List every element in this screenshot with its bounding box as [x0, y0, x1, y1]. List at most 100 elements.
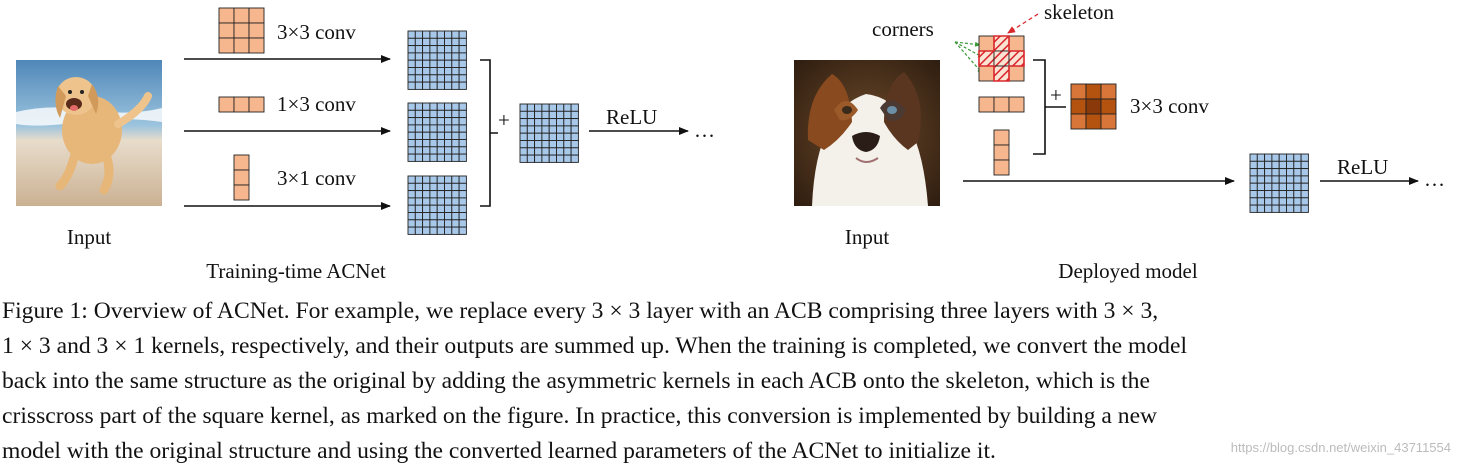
grid-cell: [526, 125, 536, 134]
grid-cell: [1286, 197, 1295, 206]
grid-cell: [1271, 160, 1280, 170]
caption-line: back into the same structure as the orig…: [2, 368, 1150, 394]
grid-cell: [429, 117, 438, 126]
grid-cell: [548, 140, 557, 149]
grid-cell: [978, 35, 995, 52]
grid-cell: [556, 118, 565, 127]
grid-cell: [548, 132, 557, 141]
grid-cell: [1008, 35, 1025, 52]
grid-cell: [1256, 153, 1266, 162]
grid-cell: [1293, 197, 1302, 206]
grid-cell: [563, 103, 572, 112]
grid-cell: [444, 52, 453, 61]
grid-cell: [451, 131, 460, 140]
grid-cell: [422, 153, 431, 162]
grid-cell: [436, 219, 445, 228]
grid-cell: [414, 102, 424, 111]
deployed-sum-brace: [1033, 59, 1066, 155]
grid-cell: [444, 102, 453, 111]
grid-cell: [422, 146, 431, 155]
grid-cell: [556, 103, 565, 112]
grid-cell: [414, 117, 424, 126]
grid-cell: [422, 175, 431, 184]
acnet-overview-figure: Input 3×3 conv 1×3 conv 3×1 conv + ReLU …: [16, 0, 1445, 283]
grid-cell: [458, 30, 467, 39]
grid-cell: [414, 212, 424, 221]
grid-cell: [444, 175, 453, 184]
grid-cell: [978, 96, 995, 113]
grid-cell: [422, 52, 431, 61]
training-ellipsis: …: [694, 118, 715, 142]
grid-cell: [429, 197, 438, 206]
deployed-3x3-kernel-with-skeleton: [978, 35, 1025, 82]
grid-cell: [534, 125, 543, 134]
grid-cell: [451, 175, 460, 184]
grid-cell: [451, 139, 460, 148]
grid-cell: [414, 81, 424, 90]
grid-cell: [429, 131, 438, 140]
grid-cell: [407, 52, 416, 61]
grid-cell: [1249, 197, 1258, 206]
grid-cell: [1300, 197, 1309, 206]
grid-cell: [436, 175, 445, 184]
grid-cell: [458, 153, 467, 162]
grid-cell: [1293, 168, 1302, 177]
grid-cell: [458, 204, 467, 213]
grid-cell: [407, 117, 416, 126]
grid-cell: [429, 59, 438, 68]
skeleton-outline: [978, 35, 1025, 82]
training-feature-map-3x1: [407, 175, 467, 235]
grid-cell: [248, 37, 265, 54]
grid-cell: [1293, 190, 1302, 199]
grid-cell: [436, 139, 445, 148]
grid-cell: [978, 65, 995, 82]
figure-caption: Figure 1: Overview of ACNet. For example…: [2, 294, 1454, 469]
grid-cell: [458, 175, 467, 184]
grid-cell: [541, 110, 550, 120]
grid-cell: [556, 147, 565, 156]
grid-cell: [436, 102, 445, 111]
grid-cell: [526, 147, 536, 156]
grid-cell: [436, 117, 445, 126]
grid-cell: [414, 226, 424, 235]
grid-cell: [1264, 190, 1273, 199]
grid-cell: [1249, 153, 1258, 162]
grid-cell: [451, 197, 460, 206]
grid-cell: [444, 117, 453, 126]
grid-cell: [429, 74, 438, 83]
grid-cell: [541, 154, 550, 163]
training-3x1-kernel: [233, 154, 250, 201]
grid-cell: [429, 139, 438, 148]
grid-cell: [429, 67, 438, 76]
grid-cell: [1264, 153, 1273, 162]
grid-cell: [1256, 197, 1266, 206]
skeleton-pointer-arrow: [1007, 13, 1039, 34]
grid-cell: [414, 197, 424, 206]
grid-cell: [422, 190, 431, 199]
corners-annotation: corners: [872, 17, 934, 41]
grid-cell: [526, 154, 536, 163]
grid-cell: [422, 182, 431, 192]
grid-cell: [548, 118, 557, 127]
grid-cell: [436, 74, 445, 83]
grid-cell: [429, 182, 438, 192]
grid-cell: [422, 197, 431, 206]
grid-cell: [1008, 96, 1025, 113]
grid-cell: [1278, 160, 1287, 170]
grid-cell: [429, 102, 438, 111]
grid-cell: [1300, 153, 1309, 162]
grid-cell: [556, 125, 565, 134]
grid-cell: [414, 30, 424, 39]
grid-cell: [451, 45, 460, 54]
grid-cell: [1300, 160, 1309, 170]
grid-cell: [1300, 190, 1309, 199]
deployed-subtitle: Deployed model: [1058, 259, 1198, 283]
grid-cell: [1271, 190, 1280, 199]
grid-cell: [436, 197, 445, 206]
grid-cell: [1271, 197, 1280, 206]
grid-cell: [407, 37, 416, 47]
grid-cell: [541, 118, 550, 127]
grid-cell: [414, 37, 424, 47]
training-relu-label: ReLU: [606, 105, 657, 129]
deployed-output-feature-map: [1249, 153, 1309, 213]
